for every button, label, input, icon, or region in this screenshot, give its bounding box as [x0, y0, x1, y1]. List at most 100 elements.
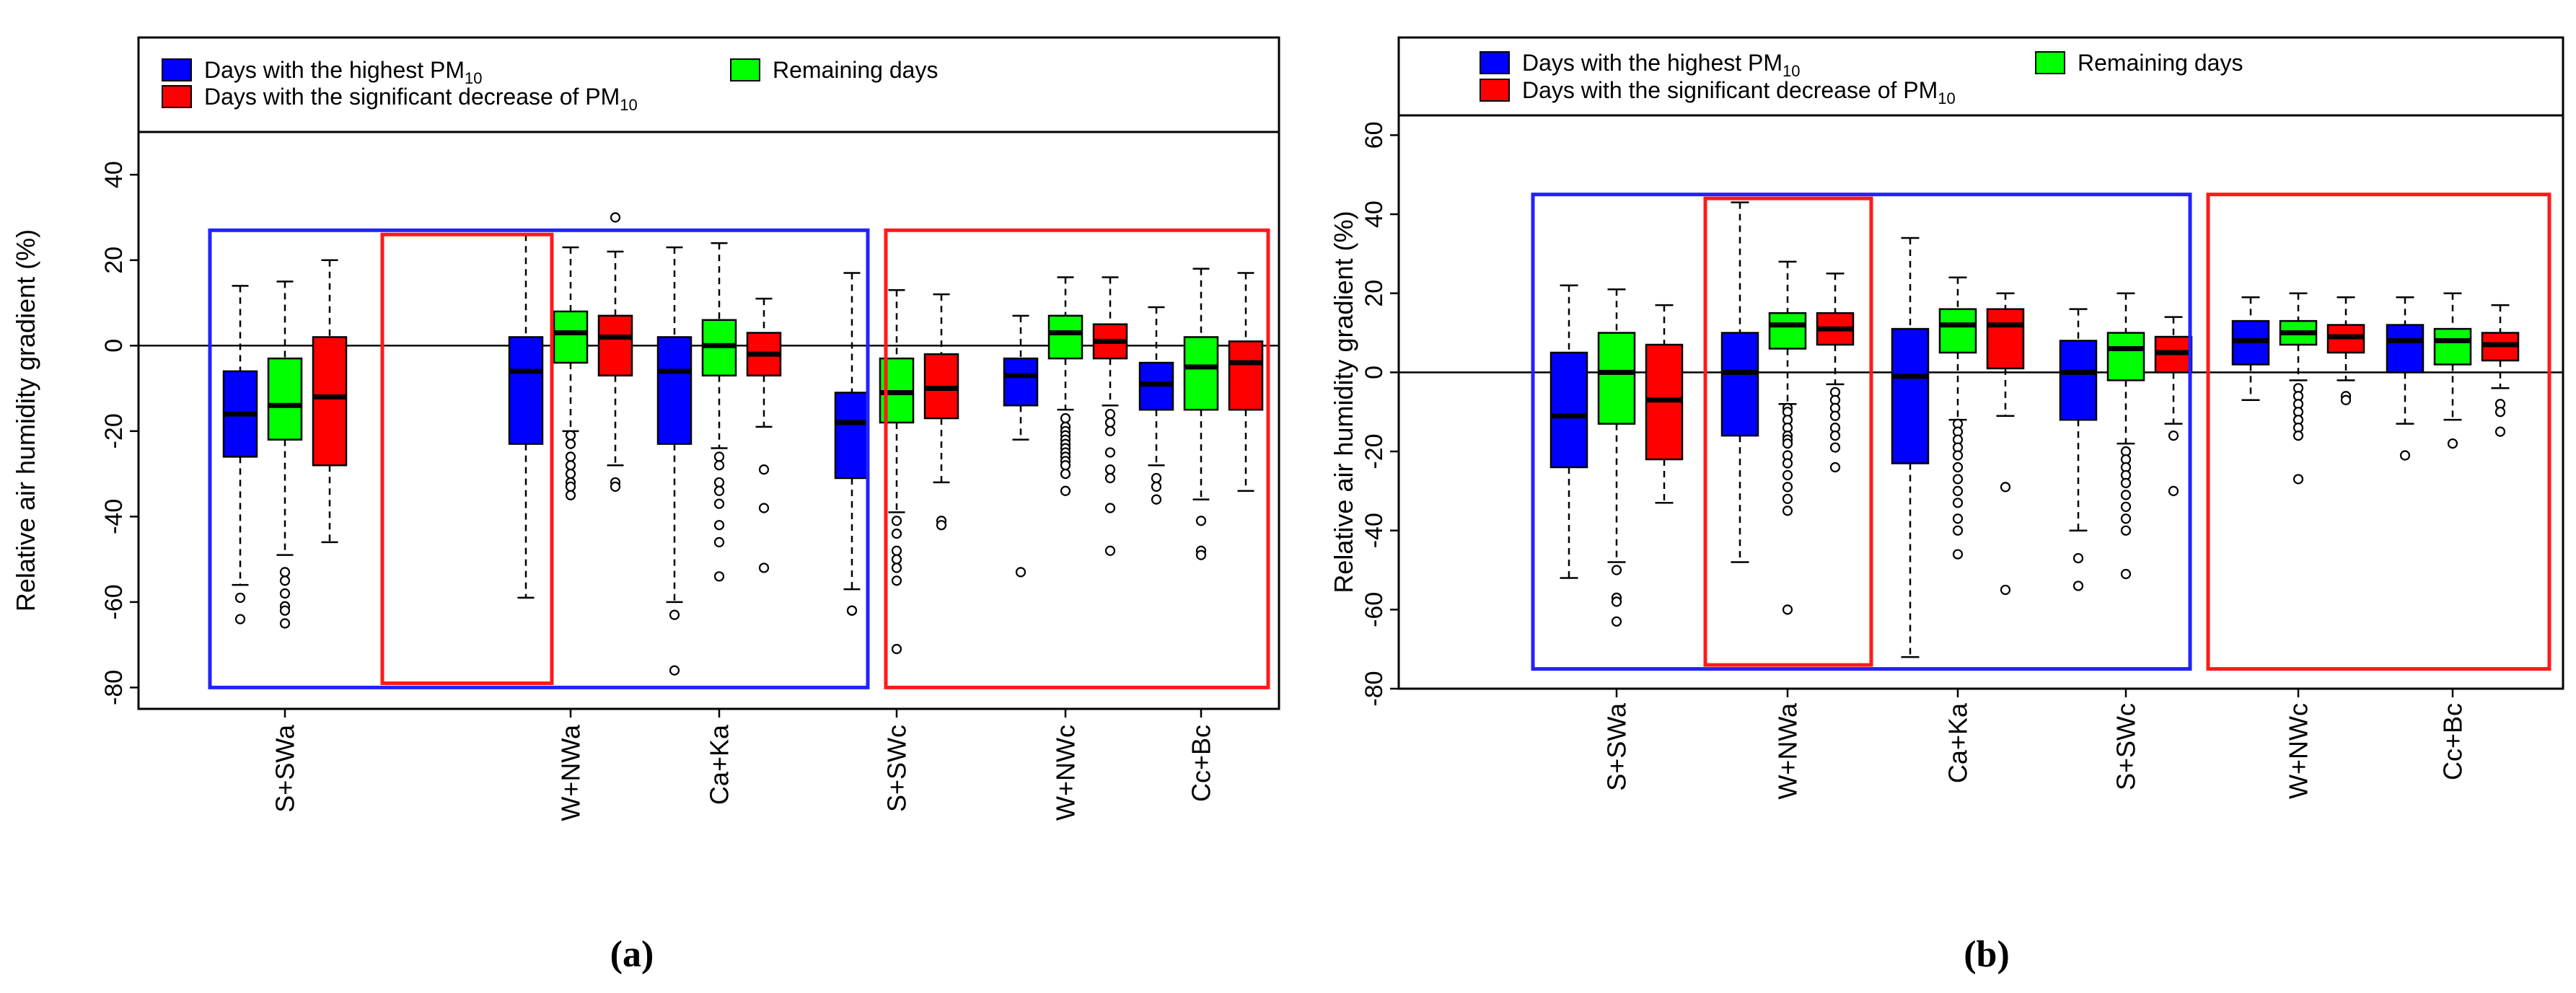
x-tick-label: Cc+Bc: [1187, 725, 1216, 802]
y-axis-title: Relative air humidity gradient (%): [11, 229, 40, 612]
box-red: [1816, 273, 1855, 473]
box-green: [1938, 276, 1977, 560]
highlight-box: [208, 228, 870, 689]
legend-label: Days with the highest PM10: [204, 57, 483, 87]
outlier-point: [758, 503, 770, 513]
outlier-point: [713, 537, 725, 547]
box-red: [312, 259, 348, 544]
x-tick-label: S+SWc: [2111, 703, 2141, 790]
outlier-point: [936, 520, 947, 531]
legend-label: Remaining days: [773, 57, 938, 83]
box-iqr: [553, 310, 589, 364]
outlier-point: [713, 477, 725, 488]
outlier-point: [2120, 501, 2132, 512]
outlier-point: [1151, 472, 1162, 484]
x-tick-label: W+NWc: [2284, 703, 2313, 799]
y-tick-label: -40: [100, 499, 128, 534]
outlier-point: [1782, 493, 1793, 504]
box-iqr: [1183, 336, 1219, 411]
outlier-point: [891, 545, 902, 556]
box-iqr: [834, 392, 870, 480]
outlier-point: [713, 571, 725, 582]
x-tick-label: W+NWa: [556, 724, 586, 821]
outlier-point: [565, 490, 576, 500]
box-iqr: [1047, 314, 1083, 360]
outlier-point: [565, 460, 576, 471]
outlier-point: [234, 592, 246, 604]
outlier-point: [1015, 567, 1027, 578]
outlier-point: [1782, 458, 1793, 469]
x-tick-label: S+SWc: [882, 725, 912, 812]
y-tick-label: 20: [100, 247, 128, 274]
outlier-point: [565, 438, 576, 449]
outlier-point: [1829, 431, 1841, 441]
box-red: [746, 297, 782, 573]
x-tick-label: S+SWa: [271, 724, 300, 813]
box-iqr: [2433, 327, 2472, 366]
box-iqr: [2386, 324, 2425, 374]
legend-swatch-green: [730, 58, 760, 81]
outlier-point: [1782, 469, 1793, 481]
outlier-point: [1952, 549, 1964, 560]
legend-label: Days with the significant decrease of PM…: [1522, 77, 1956, 107]
box-red: [1092, 276, 1128, 556]
outlier-point: [2120, 490, 2132, 500]
highlight-box: [2206, 193, 2551, 671]
outlier-point: [2494, 426, 2506, 437]
chart-panel-b: -80 -60 -40 -20 0 20 40 60 Relative air humidity…: [1329, 36, 2564, 975]
outlier-point: [1104, 503, 1116, 513]
highlight-box: [1531, 193, 2192, 671]
outlier-point: [1611, 596, 1622, 607]
y-tick-label: -20: [1360, 433, 1388, 469]
x-tick-label: W+NWc: [1051, 725, 1081, 821]
outlier-point: [1151, 494, 1162, 505]
outlier-point: [234, 614, 246, 625]
box-green: [1768, 260, 1807, 615]
box-red: [1986, 292, 2025, 596]
box-green: [553, 246, 589, 500]
outlier-point: [2120, 513, 2132, 524]
outlier-point: [1952, 485, 1964, 496]
outlier-point: [1952, 462, 1964, 473]
outlier-point: [2340, 394, 2352, 405]
box-red: [2326, 296, 2365, 405]
box-blue: [2059, 308, 2098, 591]
outlier-point: [2399, 450, 2411, 461]
y-tick-label: 0: [1360, 366, 1388, 379]
box-iqr: [1003, 357, 1039, 407]
outlier-point: [713, 460, 725, 471]
y-tick-label: 40: [1360, 200, 1388, 228]
box-red: [923, 293, 959, 531]
outlier-point: [2120, 477, 2132, 488]
outlier-point: [713, 485, 725, 496]
outlier-point: [1611, 565, 1622, 575]
outlier-point: [2120, 525, 2132, 536]
box-green: [2106, 292, 2145, 580]
y-tick-label: -60: [1360, 592, 1388, 627]
y-tick-label: -40: [1360, 513, 1388, 548]
outlier-point: [1195, 516, 1207, 526]
outlier-point: [1104, 472, 1116, 484]
outlier-point: [1952, 450, 1964, 461]
plot-frame: [137, 36, 1280, 710]
outlier-point: [1104, 425, 1116, 436]
box-blue: [508, 233, 544, 599]
outlier-point: [1611, 616, 1622, 627]
y-tick-label: 60: [1360, 121, 1388, 149]
highlight-box: [1703, 196, 1873, 667]
box-green: [701, 242, 737, 582]
legend-swatch-red: [162, 85, 192, 108]
outlier-point: [1060, 468, 1071, 480]
box-red: [2481, 304, 2520, 437]
outlier-point: [1782, 604, 1793, 615]
outlier-point: [1104, 545, 1116, 556]
outlier-point: [1060, 460, 1071, 471]
y-tick-label: 40: [100, 161, 128, 188]
box-green: [2279, 292, 2318, 485]
outlier-point: [2447, 438, 2458, 449]
outlier-point: [1151, 481, 1162, 492]
outlier-point: [669, 609, 680, 620]
y-tick-label: -20: [100, 413, 128, 449]
legend-swatch-green: [2035, 51, 2065, 74]
